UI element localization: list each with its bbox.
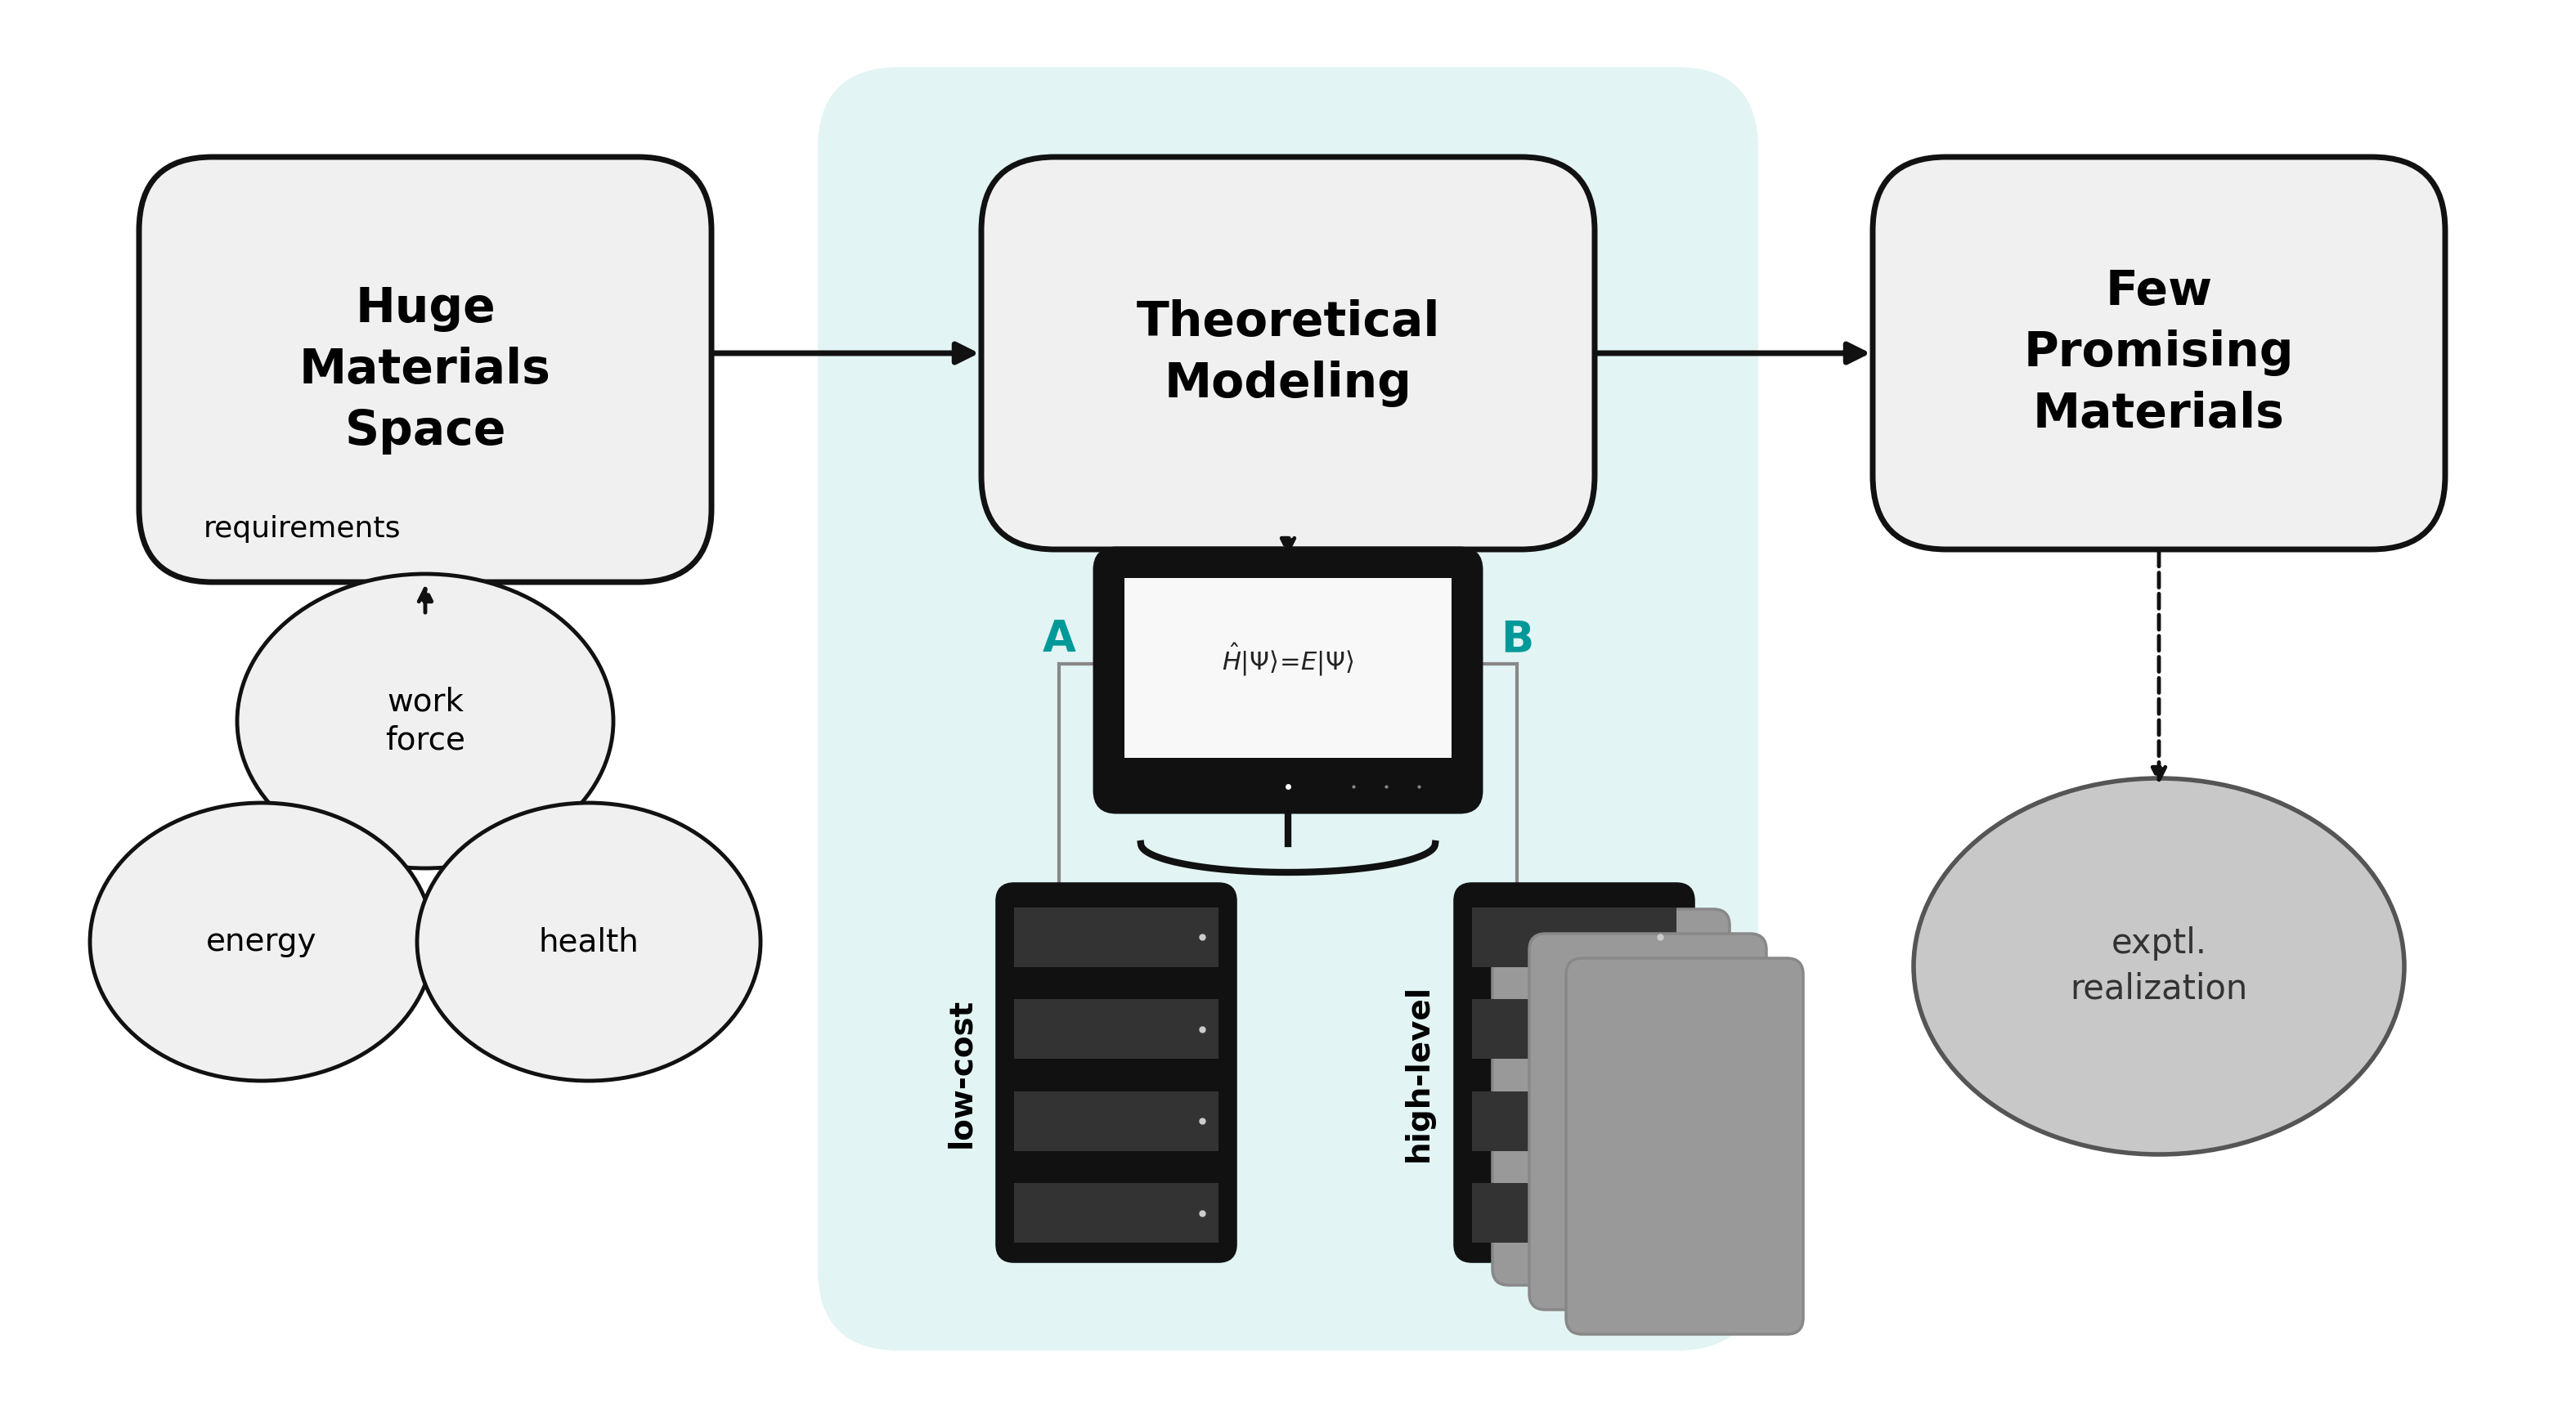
FancyBboxPatch shape bbox=[1095, 549, 1481, 811]
Text: health: health bbox=[538, 926, 639, 957]
Text: requirements: requirements bbox=[204, 515, 402, 542]
FancyBboxPatch shape bbox=[1015, 1090, 1218, 1151]
FancyBboxPatch shape bbox=[1566, 959, 1803, 1334]
Text: Huge
Materials
Space: Huge Materials Space bbox=[299, 285, 551, 455]
FancyBboxPatch shape bbox=[139, 157, 711, 582]
Text: work
force: work force bbox=[386, 687, 466, 756]
Ellipse shape bbox=[1914, 779, 2403, 1154]
Text: $\hat{H}|\Psi\rangle\!=\!E|\Psi\rangle$: $\hat{H}|\Psi\rangle\!=\!E|\Psi\rangle$ bbox=[1221, 641, 1355, 678]
Text: B: B bbox=[1499, 617, 1533, 661]
FancyBboxPatch shape bbox=[1873, 157, 2445, 549]
Text: high-level: high-level bbox=[1404, 984, 1435, 1161]
FancyBboxPatch shape bbox=[1455, 885, 1692, 1260]
FancyBboxPatch shape bbox=[1471, 908, 1677, 967]
FancyBboxPatch shape bbox=[1015, 1182, 1218, 1243]
FancyBboxPatch shape bbox=[997, 885, 1234, 1260]
Text: Theoretical
Modeling: Theoretical Modeling bbox=[1136, 299, 1440, 408]
FancyBboxPatch shape bbox=[1530, 933, 1767, 1310]
Text: Few
Promising
Materials: Few Promising Materials bbox=[2025, 269, 2295, 438]
FancyBboxPatch shape bbox=[981, 157, 1595, 549]
Text: energy: energy bbox=[206, 926, 317, 957]
FancyBboxPatch shape bbox=[1015, 1000, 1218, 1059]
Text: exptl.
realization: exptl. realization bbox=[2071, 926, 2249, 1007]
Ellipse shape bbox=[237, 573, 613, 868]
FancyBboxPatch shape bbox=[817, 67, 1759, 1351]
FancyBboxPatch shape bbox=[1126, 578, 1450, 758]
FancyBboxPatch shape bbox=[1471, 1090, 1677, 1151]
FancyBboxPatch shape bbox=[1015, 908, 1218, 967]
Text: low-cost: low-cost bbox=[945, 998, 976, 1147]
Ellipse shape bbox=[417, 803, 760, 1080]
Text: A: A bbox=[1043, 617, 1077, 661]
Ellipse shape bbox=[90, 803, 433, 1080]
FancyBboxPatch shape bbox=[1471, 1000, 1677, 1059]
FancyBboxPatch shape bbox=[1471, 1182, 1677, 1243]
FancyBboxPatch shape bbox=[1492, 909, 1728, 1286]
